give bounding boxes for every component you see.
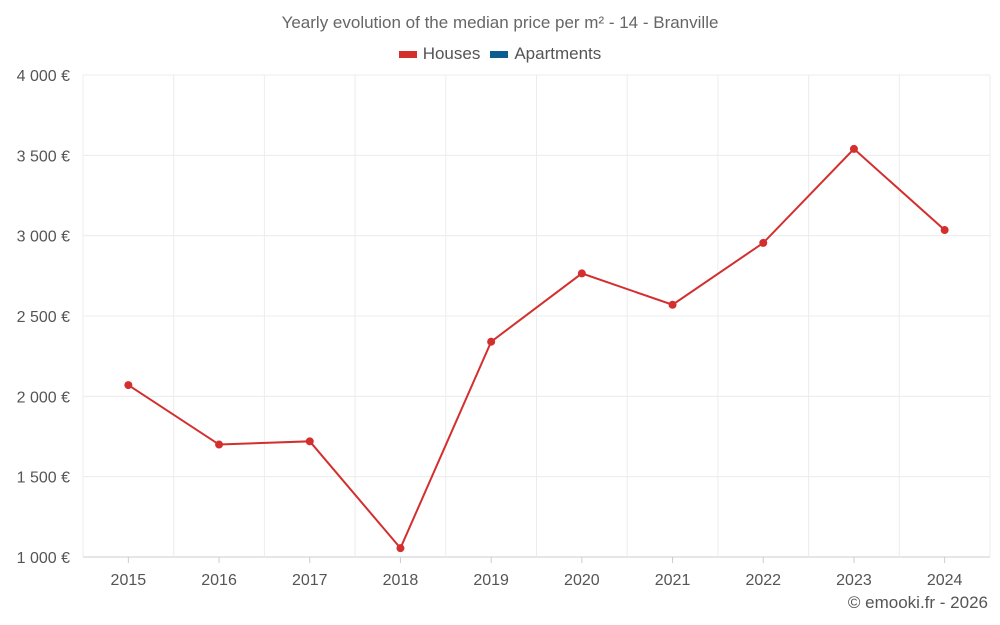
copyright-credit: © emooki.fr - 2026: [847, 593, 988, 612]
y-tick-label: 1 000 €: [17, 550, 70, 567]
y-tick-label: 2 000 €: [17, 389, 70, 406]
x-tick-label: 2022: [745, 572, 781, 589]
x-tick-label: 2016: [201, 572, 237, 589]
y-tick-label: 1 500 €: [17, 470, 70, 487]
legend-swatch-houses: [398, 50, 417, 58]
legend-item-apartments[interactable]: Apartments: [490, 44, 601, 64]
x-tick-label: 2020: [564, 572, 600, 589]
legend-label-houses: Houses: [422, 44, 481, 63]
x-tick-label: 2018: [383, 572, 419, 589]
legend: Houses Apartments: [0, 44, 1000, 64]
x-tick-label: 2019: [473, 572, 509, 589]
data-point-houses-2022: [759, 238, 768, 247]
data-point-houses-2020: [577, 269, 586, 278]
data-point-houses-2017: [305, 437, 314, 446]
x-tick-label: 2015: [111, 572, 147, 589]
data-point-houses-2019: [487, 337, 496, 346]
chart-title: Yearly evolution of the median price per…: [281, 13, 719, 32]
y-tick-label: 4 000 €: [17, 68, 70, 85]
x-tick-label: 2024: [927, 572, 963, 589]
legend-label-apartments: Apartments: [514, 44, 602, 63]
y-tick-label: 3 500 €: [17, 148, 70, 165]
data-point-houses-2021: [668, 300, 677, 309]
series-line-houses: [127, 147, 946, 551]
data-point-houses-2015: [124, 381, 133, 390]
data-point-houses-2016: [215, 440, 224, 449]
x-tick-label: 2017: [292, 572, 328, 589]
y-tick-label: 2 500 €: [17, 309, 70, 326]
x-tick-label: 2021: [655, 572, 691, 589]
legend-item-houses[interactable]: Houses: [398, 44, 481, 64]
data-point-houses-2018: [396, 544, 405, 553]
x-tick-label: 2023: [836, 572, 872, 589]
data-point-houses-2024: [940, 226, 949, 235]
y-tick-label: 3 000 €: [17, 229, 70, 246]
data-point-houses-2023: [849, 144, 858, 153]
legend-swatch-apartments: [490, 50, 509, 58]
